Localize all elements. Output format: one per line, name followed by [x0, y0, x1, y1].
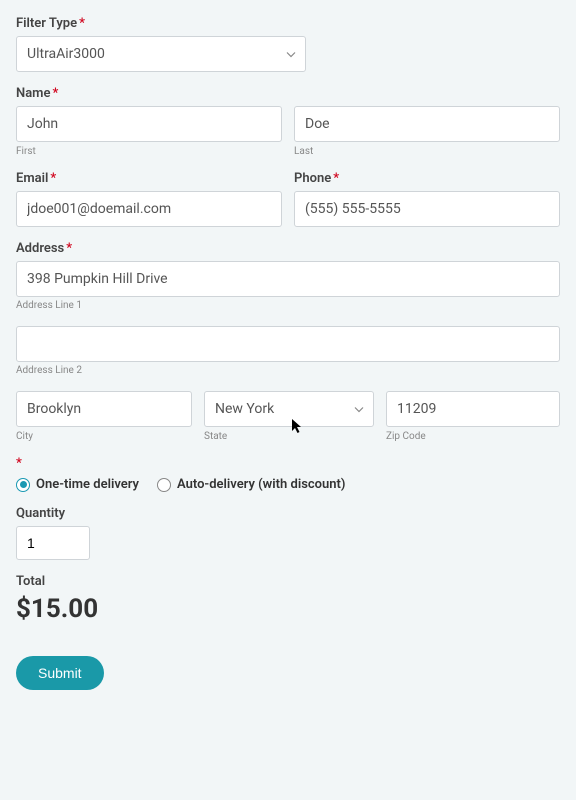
- state-select[interactable]: New York: [204, 391, 374, 427]
- filter-type-label: Filter Type*: [16, 16, 560, 31]
- name-label: Name*: [16, 86, 560, 101]
- email-label: Email*: [16, 171, 282, 186]
- radio-checked-icon: [16, 478, 30, 492]
- total-value: $15.00: [16, 594, 560, 624]
- delivery-required-mark: *: [16, 456, 560, 471]
- city-input[interactable]: [16, 391, 192, 427]
- filter-type-select[interactable]: UltraAir3000: [16, 36, 306, 72]
- zip-input[interactable]: [386, 391, 560, 427]
- first-name-input[interactable]: [16, 106, 282, 142]
- delivery-auto-radio[interactable]: Auto-delivery (with discount): [157, 477, 345, 492]
- last-name-input[interactable]: [294, 106, 560, 142]
- state-sublabel: State: [204, 431, 374, 442]
- city-sublabel: City: [16, 431, 192, 442]
- radio-unchecked-icon: [157, 478, 171, 492]
- address-line1-sublabel: Address Line 1: [16, 300, 82, 311]
- submit-button[interactable]: Submit: [16, 656, 104, 690]
- total-label: Total: [16, 574, 560, 589]
- quantity-label: Quantity: [16, 506, 560, 521]
- first-name-sublabel: First: [16, 146, 282, 157]
- address-label: Address*: [16, 241, 560, 256]
- phone-label: Phone*: [294, 171, 560, 186]
- address-line1-input[interactable]: [16, 261, 560, 297]
- address-line2-input[interactable]: [16, 326, 560, 362]
- address-line2-sublabel: Address Line 2: [16, 365, 82, 376]
- delivery-one-time-radio[interactable]: One-time delivery: [16, 477, 139, 492]
- quantity-input[interactable]: [16, 526, 90, 560]
- email-input[interactable]: [16, 191, 282, 227]
- last-name-sublabel: Last: [294, 146, 560, 157]
- phone-input[interactable]: [294, 191, 560, 227]
- zip-sublabel: Zip Code: [386, 431, 560, 442]
